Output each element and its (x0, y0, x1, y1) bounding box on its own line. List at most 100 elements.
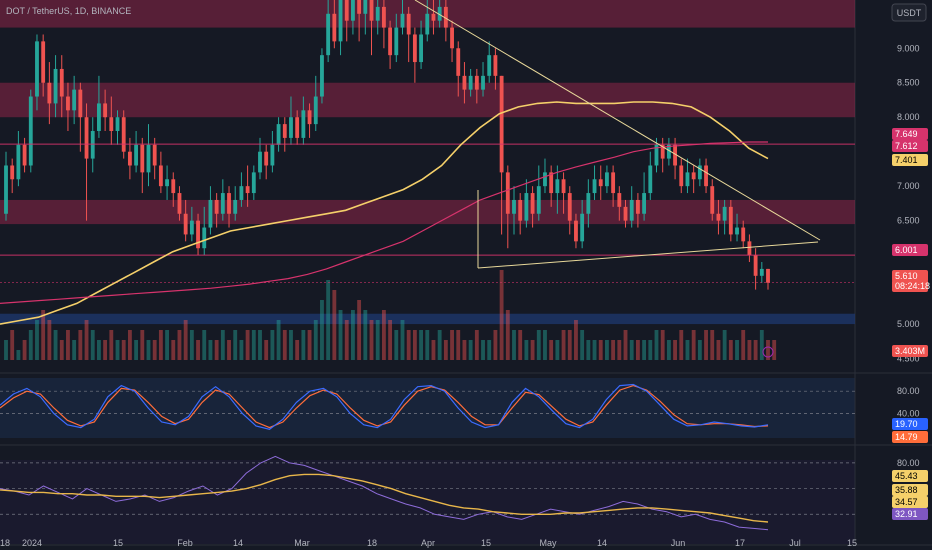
candle-body-14 (90, 131, 95, 159)
volume-bar-20 (127, 330, 132, 360)
candle-body-105 (654, 144, 659, 166)
rsi-tag-2: 34.57 (892, 496, 928, 508)
candle-body-11 (72, 89, 77, 111)
candle-body-103 (642, 193, 647, 214)
candle-body-24 (152, 144, 157, 166)
volume-bar-65 (406, 330, 411, 360)
candle-body-50 (313, 96, 318, 125)
candle-body-46 (289, 117, 293, 138)
stoch-tag-k-text: 19.70 (895, 419, 918, 429)
candle-body-44 (276, 124, 281, 145)
volume-bar-51 (320, 300, 324, 360)
candle-body-49 (307, 110, 312, 125)
volume-bar-47 (295, 340, 300, 360)
volume-bar-15 (97, 340, 101, 360)
volume-bar-54 (338, 310, 343, 360)
volume-bar-94 (586, 340, 591, 360)
candle-body-109 (679, 165, 684, 187)
candle-body-95 (592, 179, 597, 194)
candle-body-57 (357, 0, 362, 14)
rsi-tag-3: 32.91 (892, 508, 928, 520)
stoch-tag-d: 14.79 (892, 431, 928, 443)
volume-bar-98 (611, 340, 616, 360)
candle-body-41 (258, 151, 262, 173)
candle-body-114 (710, 186, 715, 214)
candle-body-52 (326, 13, 331, 56)
price-tag-2: 7.401 (892, 154, 928, 166)
price-tag-3-bg (892, 244, 928, 256)
x-axis-label-14: 15 (847, 538, 857, 548)
candle-body-59 (369, 0, 374, 21)
candle-body-36 (227, 193, 231, 214)
candle-body-117 (728, 206, 733, 235)
candle-body-1 (10, 165, 15, 180)
volume-bar-122 (759, 330, 764, 360)
sma-short-line (0, 101, 769, 325)
volume-bar-8 (53, 330, 58, 360)
candle-body-33 (208, 199, 213, 228)
volume-bar-71 (443, 340, 448, 360)
candle-body-38 (239, 186, 244, 200)
volume-bar-63 (394, 330, 399, 360)
volume-bar-68 (425, 330, 430, 360)
volume-bar-40 (251, 330, 256, 360)
price-axis-tick-2: 8.500 (897, 78, 920, 88)
candle-body-31 (196, 220, 200, 249)
volume-bar-106 (660, 330, 665, 360)
volume-bar-6 (41, 310, 46, 360)
x-axis-label-5: Mar (294, 538, 310, 548)
candle-body-68 (425, 13, 430, 35)
volume-bar-115 (716, 340, 721, 360)
currency-button[interactable]: USDT (891, 3, 927, 22)
volume-bar-103 (642, 340, 647, 360)
candle-body-6 (41, 41, 46, 83)
volume-bar-33 (208, 340, 213, 360)
stoch-tag-d-bg (892, 431, 928, 443)
rsi-tag-3-text: 32.91 (895, 509, 918, 519)
stoch-tag-k: 19.70 (892, 418, 928, 430)
x-axis-label-3: Feb (177, 538, 193, 548)
price-tag-1-text: 7.612 (895, 141, 918, 151)
price-tag-1-bg (892, 140, 928, 152)
candle-body-7 (47, 82, 52, 104)
volume-bar-21 (134, 340, 139, 360)
price-tag-1: 7.612 (892, 140, 928, 152)
volume-bar-81 (505, 310, 510, 360)
volume-bar-43 (270, 330, 275, 360)
volume-bar-97 (605, 340, 609, 360)
candle-body-96 (598, 179, 603, 187)
lightning-icon[interactable] (762, 346, 774, 358)
volume-bar-93 (580, 330, 585, 360)
candle-body-97 (605, 172, 609, 187)
candle-body-100 (623, 206, 628, 221)
candle-body-99 (617, 193, 622, 207)
candle-body-84 (524, 193, 529, 221)
volume-bar-38 (239, 340, 244, 360)
candle-body-35 (220, 193, 225, 214)
volume-bar-39 (245, 330, 250, 360)
symbol-label: DOT / TetherUS, 1D, BINANCE (6, 6, 131, 16)
volume-bar-59 (369, 320, 374, 360)
volume-bar-22 (140, 330, 145, 360)
candle-body-94 (586, 193, 591, 214)
candle-body-121 (753, 255, 758, 276)
candle-body-88 (549, 172, 554, 194)
volume-bar-25 (158, 330, 163, 360)
candle-body-25 (158, 165, 163, 187)
candle-body-23 (146, 144, 151, 173)
volume-bar-16 (103, 340, 108, 360)
volume-bar-120 (747, 340, 752, 360)
volume-bar-32 (202, 330, 207, 360)
candle-body-111 (691, 172, 696, 180)
volume-bar-49 (307, 330, 312, 360)
candle-body-64 (400, 13, 405, 28)
volume-bar-29 (183, 320, 188, 360)
candle-body-39 (245, 186, 250, 194)
candle-body-62 (388, 27, 393, 56)
candle-body-32 (202, 227, 207, 249)
volume-bar-104 (648, 340, 653, 360)
volume-bar-34 (214, 340, 219, 360)
candle-body-110 (685, 172, 690, 187)
volume-bar-50 (313, 320, 318, 360)
